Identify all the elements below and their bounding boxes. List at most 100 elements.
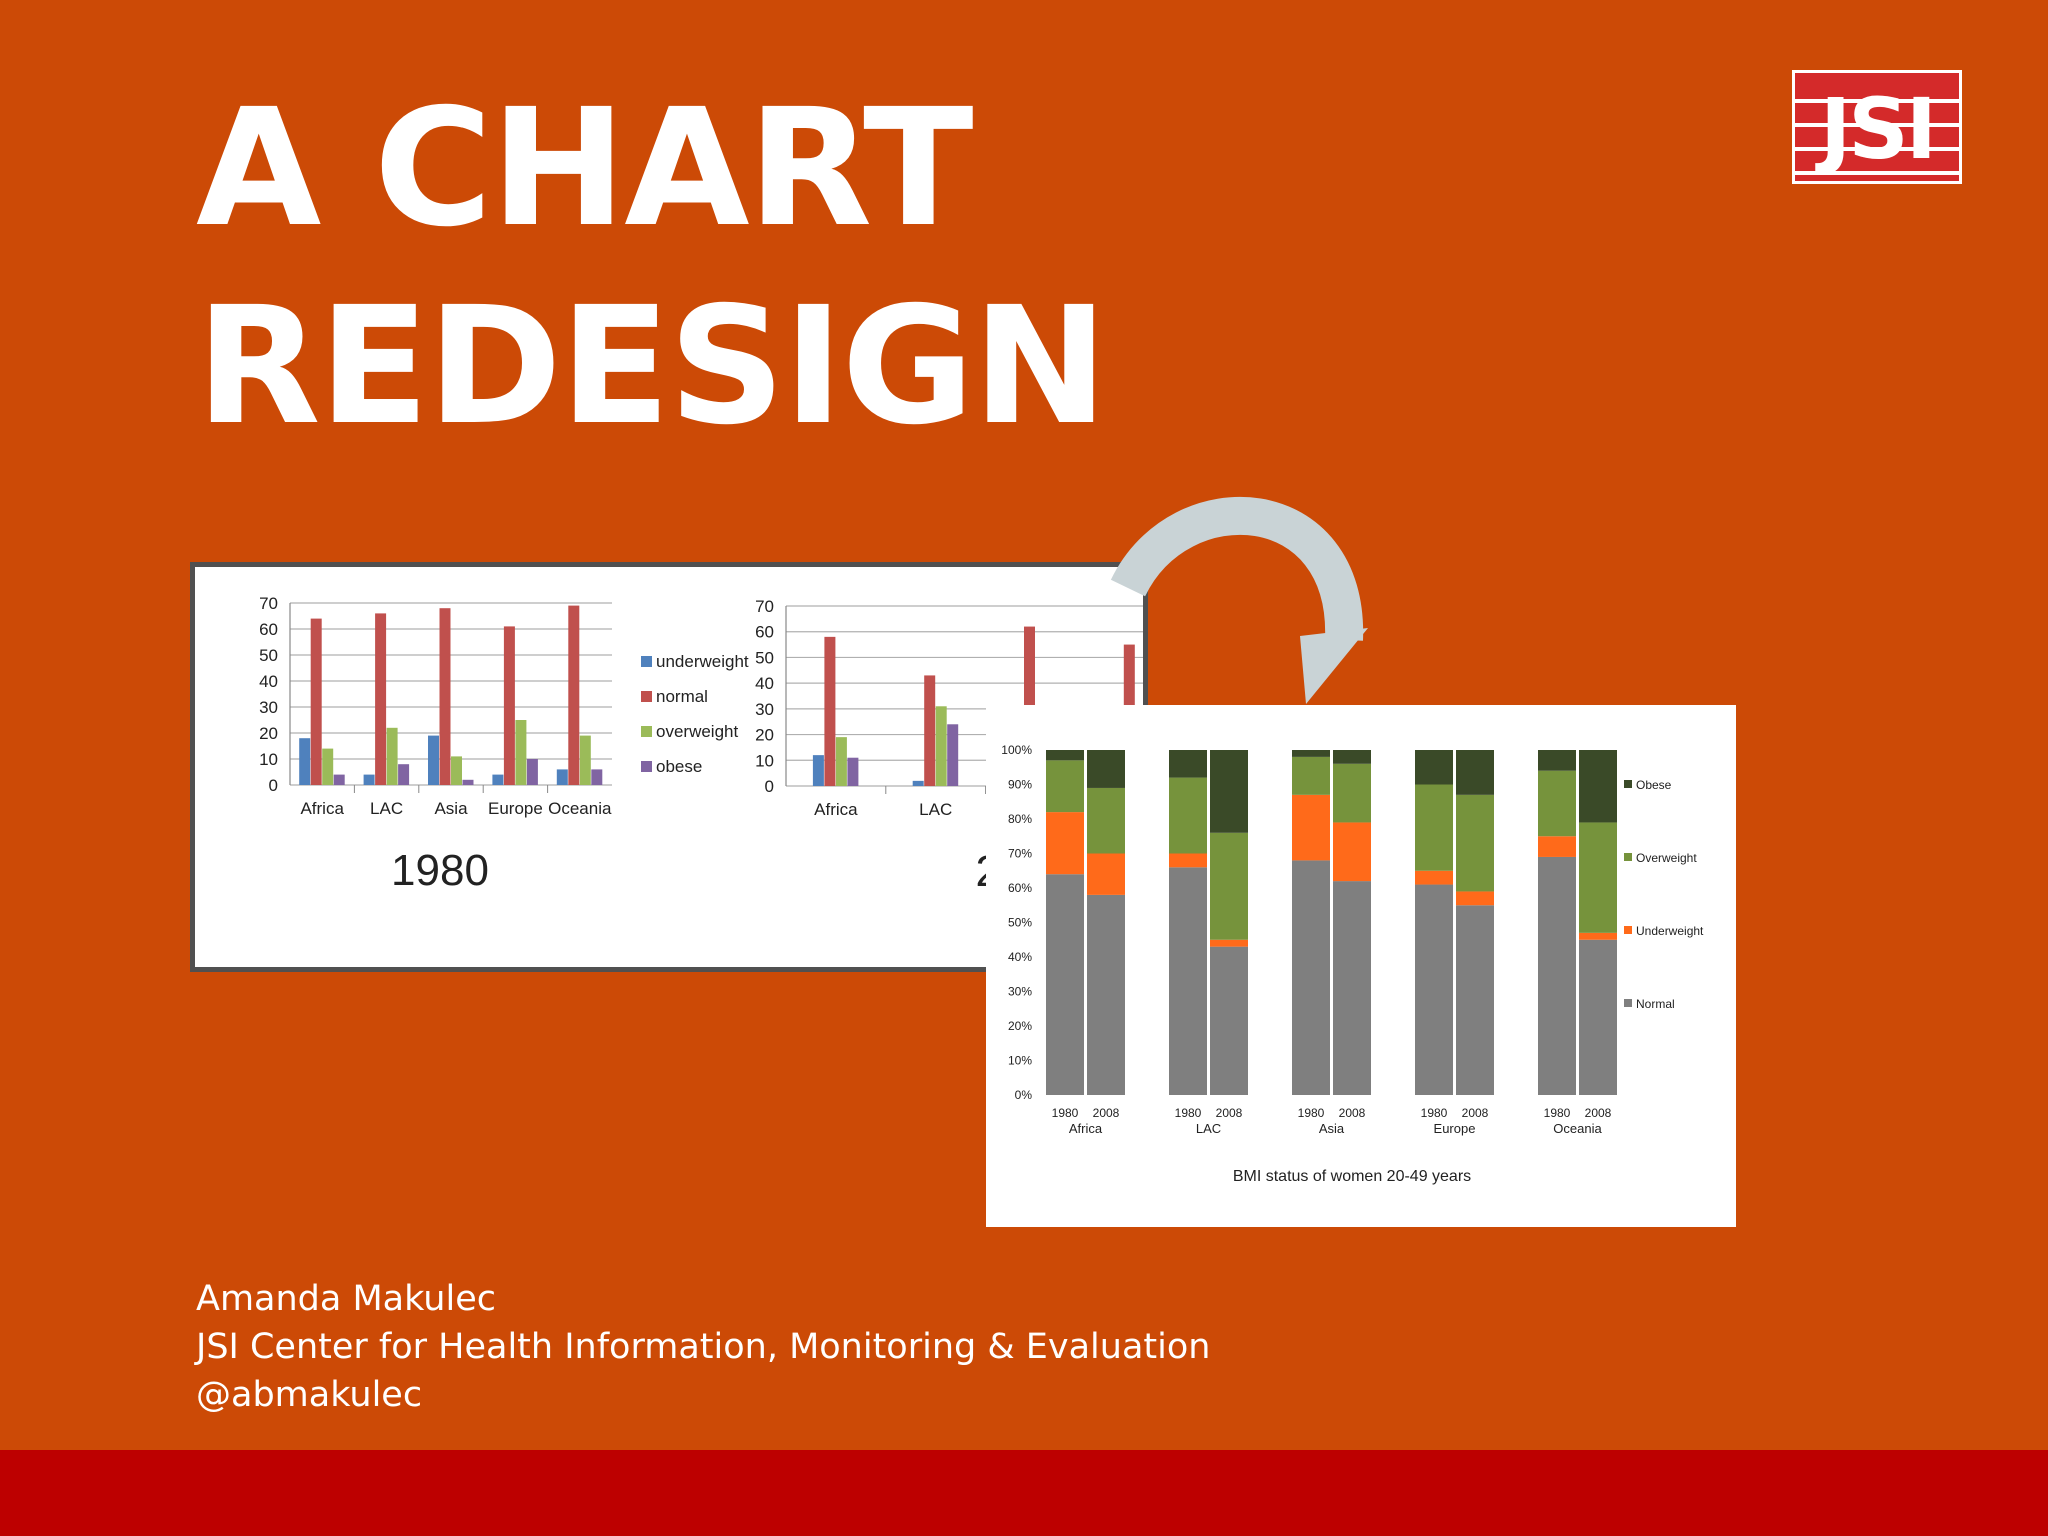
x-year-label: 2008 (1585, 1106, 1612, 1120)
y-tick-label: 10% (1008, 1054, 1032, 1068)
stack-segment-overweight-lac-1980 (1169, 777, 1207, 854)
stack-segment-normal-oceania-2008 (1579, 939, 1617, 1095)
x-year-label: 1980 (1052, 1106, 1079, 1120)
stack-segment-overweight-asia-1980 (1292, 756, 1330, 795)
legend-label-overweight: Overweight (1636, 851, 1697, 865)
y-tick-label: 50 (755, 648, 774, 667)
x-tick-label: Africa (300, 799, 344, 818)
stack-segment-overweight-oceania-2008 (1579, 822, 1617, 933)
x-group-label: Africa (1069, 1121, 1103, 1136)
stack-segment-normal-africa-1980 (1046, 874, 1084, 1095)
stack-segment-normal-europe-1980 (1415, 884, 1453, 1095)
stack-segment-obese-europe-1980 (1415, 750, 1453, 785)
stack-segment-underweight-europe-1980 (1415, 870, 1453, 885)
bar-underweight-asia (428, 735, 439, 785)
stack-segment-obese-asia-2008 (1333, 750, 1371, 764)
redesigned-chart-svg: 0% 10% 20% 30% 40% 50% 60% 70% 80% 90% 100% 1980 200… (1001, 743, 1704, 1185)
title-line-2: REDESIGN (196, 273, 1108, 461)
stack-segment-overweight-europe-2008 (1456, 794, 1494, 892)
bar-obese-africa (333, 774, 345, 785)
stack-segment-normal-oceania-1980 (1538, 856, 1576, 1095)
author-name: Amanda Makulec (196, 1279, 496, 1319)
twitter-handle: @abmakulec (196, 1375, 423, 1415)
legend-swatch-overweight (641, 726, 652, 737)
y-tick-label: 20% (1008, 1019, 1032, 1033)
stack-segment-obese-africa-2008 (1087, 750, 1125, 788)
redesigned-chart-panel: 0% 10% 20% 30% 40% 50% 60% 70% 80% 90% 100% 1980 200… (986, 705, 1736, 1227)
y-tick-label: 40 (259, 672, 278, 691)
x-year-label: 1980 (1298, 1106, 1325, 1120)
x-year-label: 1980 (1175, 1106, 1202, 1120)
y-tick-label: 0% (1015, 1088, 1033, 1102)
legend-label-obese: obese (656, 757, 702, 776)
bar-normal-lac (924, 675, 936, 786)
stack-segment-overweight-asia-2008 (1333, 763, 1371, 823)
footer-bar (0, 1450, 2048, 1536)
x-group-label: Asia (1319, 1121, 1345, 1136)
stack-segment-underweight-oceania-1980 (1538, 836, 1576, 857)
logo-text: JSI (1819, 80, 1937, 178)
bar-normal-lac (375, 613, 387, 785)
bar-normal-asia (439, 608, 451, 785)
y-tick-label: 60 (755, 623, 774, 642)
bar-underweight-europe (492, 774, 504, 785)
bar-obese-oceania (591, 769, 603, 785)
stack-segment-overweight-oceania-1980 (1538, 770, 1576, 837)
stack-segment-underweight-africa-2008 (1087, 853, 1125, 895)
y-tick-label: 40% (1008, 950, 1032, 964)
x-tick-label: Oceania (548, 799, 612, 818)
bar-normal-oceania (568, 605, 580, 785)
legend-swatch-normal (641, 691, 652, 702)
bar-normal-africa (310, 618, 322, 785)
bar-overweight-lac (386, 727, 398, 785)
x-year-label: 2008 (1339, 1106, 1366, 1120)
stack-segment-overweight-africa-2008 (1087, 787, 1125, 854)
y-tick-label: 100% (1001, 743, 1032, 757)
x-year-label: 2008 (1216, 1106, 1243, 1120)
x-year-label: 2008 (1462, 1106, 1489, 1120)
bar-obese-lac (947, 724, 959, 786)
y-tick-label: 60 (259, 620, 278, 639)
y-tick-label: 50 (259, 646, 278, 665)
stack-segment-obese-oceania-1980 (1538, 750, 1576, 771)
chart-caption-3: BMI status of women 20-49 years (1233, 1168, 1471, 1185)
legend-swatch-underweight (641, 656, 652, 667)
bar-underweight-africa (299, 738, 311, 785)
y-tick-label: 90% (1008, 778, 1032, 792)
legend-label-normal: normal (656, 687, 708, 706)
y-tick-label: 10 (755, 751, 774, 770)
stack-segment-overweight-africa-1980 (1046, 760, 1084, 813)
bar-underweight-lac (363, 774, 375, 785)
stack-segment-overweight-lac-2008 (1210, 832, 1248, 940)
stack-segment-normal-asia-1980 (1292, 860, 1330, 1095)
stack-segment-underweight-asia-1980 (1292, 794, 1330, 861)
x-group-label: Oceania (1553, 1121, 1602, 1136)
y-tick-label: 20 (259, 724, 278, 743)
stack-segment-obese-europe-2008 (1456, 750, 1494, 795)
bar-overweight-europe (515, 720, 527, 785)
organization-name: JSI Center for Health Information, Monit… (196, 1327, 1211, 1367)
y-tick-label: 70 (755, 597, 774, 616)
x-tick-label: Europe (488, 799, 543, 818)
legend-label-obese: Obese (1636, 778, 1672, 792)
y-tick-label: 10 (259, 750, 278, 769)
bar-underweight-lac (912, 780, 924, 786)
y-tick-label: 40 (755, 674, 774, 693)
credits: Amanda Makulec JSI Center for Health Inf… (196, 1275, 1210, 1419)
stack-segment-obese-africa-1980 (1046, 750, 1084, 761)
chart-caption-1: 1980 (391, 846, 489, 895)
stack-segment-overweight-europe-1980 (1415, 784, 1453, 871)
legend-label-normal: Normal (1636, 997, 1675, 1011)
bar-obese-lac (398, 764, 410, 785)
stack-segment-obese-lac-1980 (1169, 750, 1207, 778)
stack-segment-underweight-lac-2008 (1210, 939, 1248, 947)
x-year-label: 1980 (1421, 1106, 1448, 1120)
x-tick-label: LAC (370, 799, 403, 818)
x-tick-label: LAC (919, 800, 952, 819)
jsi-logo: JSI (1792, 70, 1962, 184)
legend-label-underweight: Underweight (1636, 924, 1704, 938)
stack-segment-underweight-lac-1980 (1169, 853, 1207, 868)
stack-segment-obese-asia-1980 (1292, 750, 1330, 757)
legend-label-underweight: underweight (656, 652, 749, 671)
x-tick-label: Africa (814, 800, 858, 819)
